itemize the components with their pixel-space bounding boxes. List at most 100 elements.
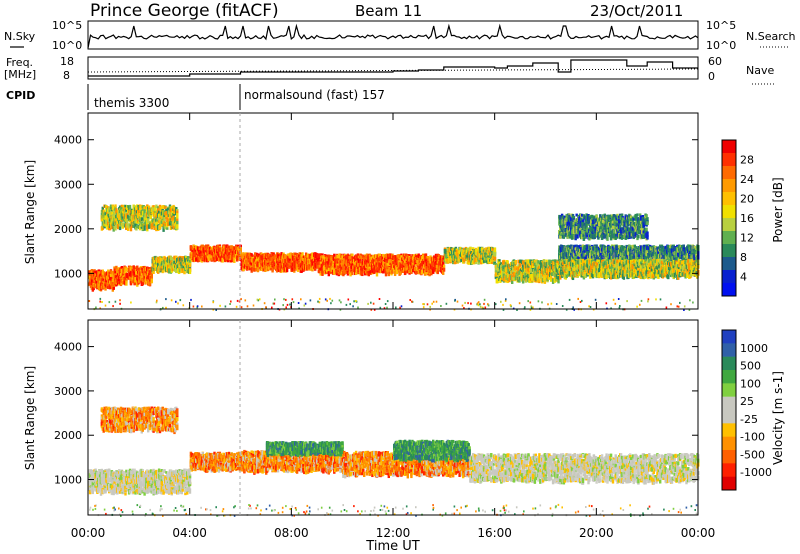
cpid-label: CPID [6,89,35,102]
heatmap-cell [134,274,137,279]
heatmap-cell [100,277,104,283]
heatmap-cell [134,279,137,286]
date-label: 23/Oct/2011 [590,2,683,20]
heatmap-cell [493,252,497,257]
heatmap-cell [324,254,328,258]
heatmap-cell [134,277,137,283]
heatmap-cell [333,268,336,272]
heatmap-cell [194,247,197,253]
heatmap-cell [301,252,304,258]
heatmap-cell [139,275,143,281]
heatmap-cell [239,249,242,254]
heatmap-cell [175,255,178,260]
power-heatmap [88,204,700,311]
heatmap-cell [311,252,314,258]
heatmap-cell [300,255,303,261]
heatmap-cell [344,264,348,271]
heatmap-cell [436,270,439,275]
heatmap-cell [192,253,195,257]
freq-trace [88,59,698,77]
heatmap-cell [112,283,115,287]
heatmap-cell [253,264,256,268]
heatmap-cell [125,280,128,286]
heatmap-cell [173,258,176,263]
heatmap-cell [136,265,139,270]
heatmap-cell [316,253,320,259]
heatmap-cell [296,267,300,272]
heatmap-cell [256,267,260,273]
heatmap-cell [244,264,247,269]
heatmap-cell [442,264,446,268]
heatmap-cell [263,256,266,262]
heatmap-cell [239,244,242,250]
heatmap-cell [161,268,164,274]
heatmap-cell [239,247,242,251]
heatmap-cell [506,260,509,264]
heatmap-cell [514,260,517,264]
heatmap-cell [208,246,212,252]
heatmap-cell [322,256,325,261]
heatmap-cell [333,253,336,257]
heatmap-cell [338,253,341,259]
heatmap-cell [186,256,190,260]
heatmap-cell [242,267,245,271]
heatmap-cell [336,255,340,259]
heatmap-cell [129,278,133,284]
heatmap-cell [109,273,113,277]
heatmap-cell [248,266,252,271]
heatmap-cell [152,268,155,274]
station-title: Prince George (fitACF) [90,1,279,21]
heatmap-cell [137,277,141,283]
heatmap-cell [88,275,92,280]
heatmap-cell [141,281,144,286]
heatmap-cell [316,258,320,262]
heatmap-cell [109,270,113,276]
heatmap-cell [107,269,110,273]
nsky-trace [87,23,699,49]
nsky-label: N.Sky [4,30,36,43]
heatmap-cell [229,254,232,261]
heatmap-cell [170,257,173,262]
heatmap-cell [285,255,288,260]
freq-tick-top: 18 [60,55,74,68]
heatmap-cell [306,253,310,258]
heatmap-cell [115,265,118,272]
noise-tick-top-left: 10^5 [52,19,82,32]
noise-panel-frame [87,20,699,50]
nsearch-label: N.Search [746,30,796,43]
heatmap-cell [201,253,204,259]
heatmap-cell [101,275,104,280]
nave-label: Nave [746,64,774,77]
cpid-segment-2: normalsound (fast) 157 [244,88,385,102]
heatmap-cell [129,281,133,286]
heatmap-cell [157,261,160,268]
heatmap-cell [324,265,327,271]
heatmap-cell [233,257,236,263]
heatmap-cell [349,271,352,277]
heatmap-cell [280,252,283,257]
heatmap-cell [325,269,329,273]
heatmap-cell [102,277,105,281]
heatmap-cell [255,256,259,262]
heatmap-cell [173,260,176,266]
heatmap-cell [133,266,136,270]
noise-tick-bottom-left: 10^0 [52,39,82,52]
heatmap-cell [294,252,297,256]
heatmap-cell [341,255,344,260]
heatmap-cell [253,267,256,272]
heatmap-cell [342,260,345,267]
heatmap-cell [343,269,346,274]
heatmap-cell [254,252,257,258]
heatmap-cell [226,254,230,258]
cpid-segment-1: themis 3300 [94,96,169,110]
heatmap-cell [327,271,330,277]
heatmap-cell [250,262,253,267]
heatmap-cell [326,261,330,265]
nave-tick-top: 60 [708,55,722,68]
heatmap-cell [240,253,243,257]
heatmap-cell [321,270,324,275]
heatmap-cell [153,258,156,264]
heatmap-cell [98,275,101,281]
heatmap-cell [315,263,319,269]
heatmap-cell [348,262,351,266]
